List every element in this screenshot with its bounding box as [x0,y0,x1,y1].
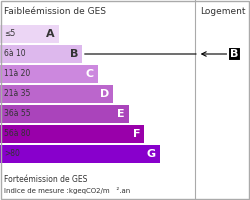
Text: >80: >80 [4,149,20,158]
Text: C: C [86,69,94,79]
Text: E: E [117,109,125,119]
Text: Indice de mesure :kgeqCO2/m   ².an: Indice de mesure :kgeqCO2/m ².an [4,188,130,194]
Text: 6à 10: 6à 10 [4,49,26,58]
Text: G: G [147,149,156,159]
Text: Forteémission de GES: Forteémission de GES [4,176,87,184]
Text: 56à 80: 56à 80 [4,130,30,138]
Text: D: D [100,89,109,99]
Text: Faibleémission de GES: Faibleémission de GES [4,7,106,17]
Bar [0,105,129,123]
Text: B: B [70,49,78,59]
Bar [0,145,160,163]
Bar [0,65,98,83]
Text: 21à 35: 21à 35 [4,90,30,98]
Bar [0,45,82,63]
Text: 11à 20: 11à 20 [4,69,30,78]
Text: Logement: Logement [200,7,245,17]
Bar [0,25,58,43]
Text: 36à 55: 36à 55 [4,109,30,118]
Bar [0,125,144,143]
Text: A: A [46,29,54,39]
Text: F: F [133,129,140,139]
Text: ≤5: ≤5 [4,29,15,38]
Bar [0,85,113,103]
Text: B: B [230,49,239,59]
